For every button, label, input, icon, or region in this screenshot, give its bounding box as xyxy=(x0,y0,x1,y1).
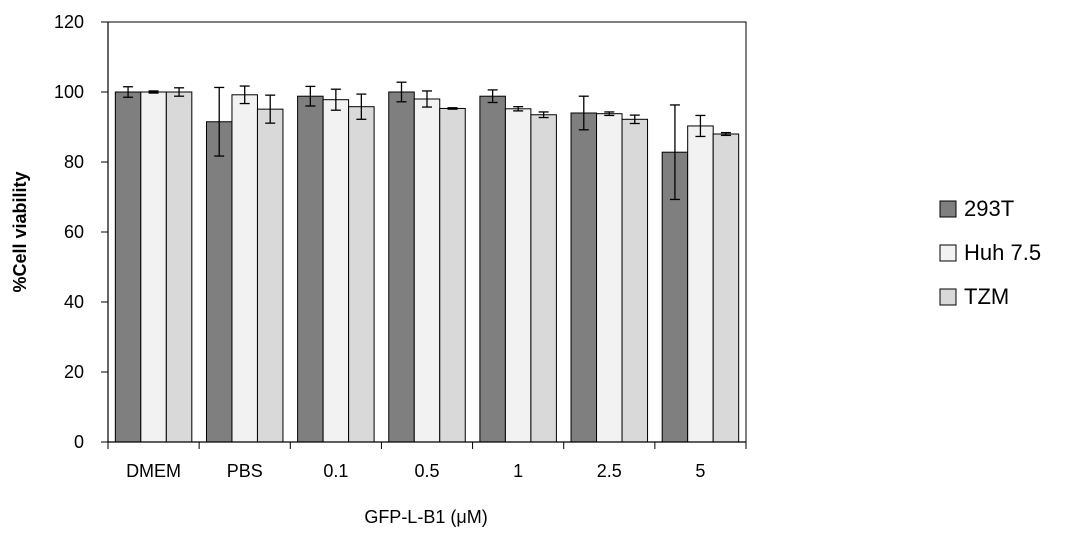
bar-293t-3 xyxy=(388,91,415,443)
x-tick-label: 2.5 xyxy=(597,461,622,481)
x-tick-label: 5 xyxy=(695,461,705,481)
x-tick-label: 0.5 xyxy=(414,461,439,481)
bar-tzm-3 xyxy=(439,107,466,443)
bar-293t-1 xyxy=(205,121,233,443)
bar-tzm-4 xyxy=(530,114,557,443)
bar-huh-7.5-4 xyxy=(504,108,532,443)
y-tick-label: 0 xyxy=(74,432,84,452)
bar-tzm-1 xyxy=(256,108,284,443)
bar-293t-2 xyxy=(297,95,324,443)
x-tick-label: DMEM xyxy=(126,461,181,481)
bar-293t-5 xyxy=(570,112,598,443)
y-axis-title: %Cell viability xyxy=(10,171,30,292)
y-tick-label: 60 xyxy=(64,222,84,242)
y-tick-label: 120 xyxy=(54,12,84,32)
bar-huh-7.5-1 xyxy=(231,94,258,443)
legend-swatch xyxy=(939,288,957,306)
y-tick-label: 100 xyxy=(54,82,84,102)
bar-tzm-6 xyxy=(712,133,740,443)
bar-huh-7.5-2 xyxy=(322,99,350,443)
x-tick-label: 0.1 xyxy=(323,461,348,481)
y-tick-label: 40 xyxy=(64,292,84,312)
legend-swatch xyxy=(939,200,957,218)
bar-huh-7.5-6 xyxy=(687,125,714,443)
y-tick-label: 80 xyxy=(64,152,84,172)
legend-swatch xyxy=(939,244,957,262)
legend-label: 293T xyxy=(964,196,1014,221)
bar-tzm-2 xyxy=(348,106,375,443)
bar-293t-4 xyxy=(479,95,506,443)
bar-293t-0 xyxy=(114,91,142,443)
x-tick-label: 1 xyxy=(513,461,523,481)
y-tick-label: 20 xyxy=(64,362,84,382)
legend-label: TZM xyxy=(964,284,1009,309)
bar-tzm-0 xyxy=(165,91,193,443)
bar-huh-7.5-5 xyxy=(596,113,623,443)
bar-huh-7.5-0 xyxy=(140,91,167,443)
x-tick-label: PBS xyxy=(227,461,263,481)
x-axis-title: GFP-L-B1 (μM) xyxy=(364,507,487,527)
legend-label: Huh 7.5 xyxy=(964,240,1041,265)
bar-huh-7.5-3 xyxy=(413,98,441,443)
bar-tzm-5 xyxy=(621,118,649,443)
